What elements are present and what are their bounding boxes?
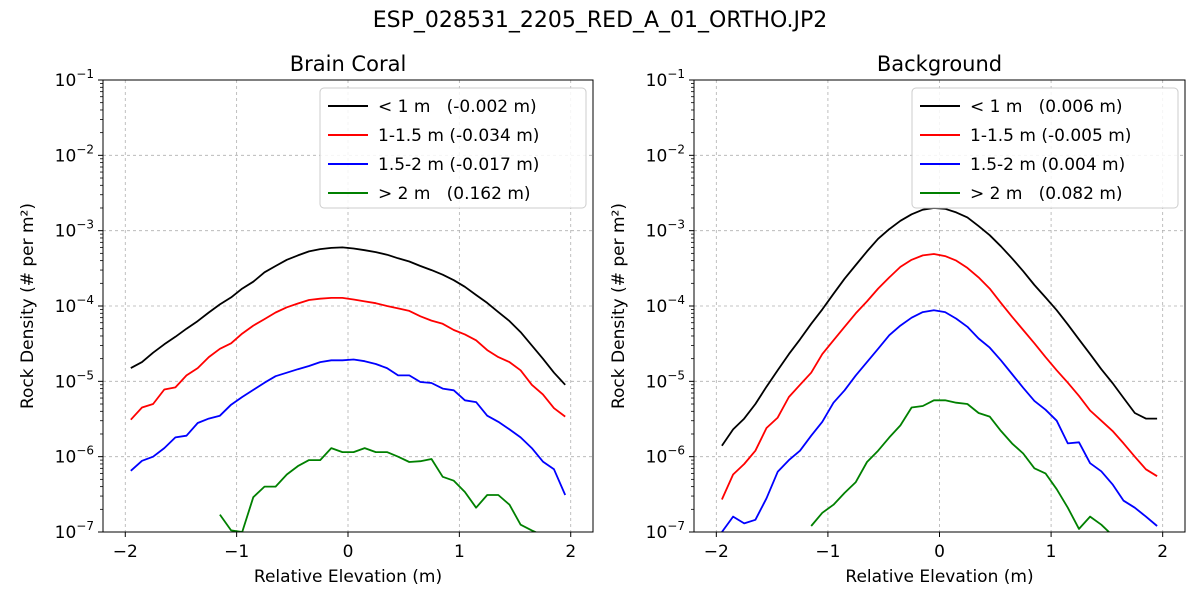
x-tick-label: −2: [704, 542, 729, 562]
legend-label: < 1 m (-0.002 m): [378, 97, 537, 117]
x-tick-label: 1: [454, 542, 465, 562]
x-tick-label: −1: [815, 542, 840, 562]
legend-label: 1-1.5 m (-0.034 m): [378, 126, 539, 146]
y-tick-label: 10−2: [646, 142, 685, 166]
legend-label: 1.5-2 m (0.004 m): [970, 155, 1125, 175]
series-line-2: [130, 297, 566, 421]
y-tick-label: 10−6: [646, 444, 685, 468]
subplot-title: Background: [877, 52, 1002, 76]
series-line-3: [721, 309, 1158, 532]
series-line-4: [219, 447, 538, 532]
legend: < 1 m (-0.002 m) 1-1.5 m (-0.034 m) 1.5-2 …: [319, 87, 587, 209]
series-group: [130, 246, 567, 532]
x-tick-label: 0: [343, 542, 354, 562]
y-tick-label: 10−5: [646, 368, 685, 392]
legend-label: > 2 m (0.162 m): [378, 184, 531, 204]
legend: < 1 m (0.006 m) 1-1.5 m (-0.005 m) 1.5-2 m…: [911, 87, 1179, 209]
legend-label: < 1 m (0.006 m): [970, 97, 1123, 117]
legend-label: 1-1.5 m (-0.005 m): [970, 126, 1131, 146]
series-line-2: [721, 253, 1158, 500]
y-tick-label: 10−4: [646, 293, 685, 317]
y-tick-label: 10−7: [55, 519, 94, 543]
series-group: [721, 207, 1158, 532]
x-tick-label: 2: [565, 542, 576, 562]
x-axis-label: Relative Elevation (m): [845, 567, 1033, 587]
x-tick-label: −2: [113, 542, 138, 562]
y-tick-label: 10−3: [55, 218, 94, 242]
y-tick-label: 10−3: [646, 218, 685, 242]
subplot-2: −2 −1 0 1 2 10−7 10−6 10−5 10−4 10−3 10−2 10−1 Backg…: [609, 52, 1186, 587]
series-line-1: [130, 246, 566, 386]
subplot-title: Brain Coral: [290, 52, 407, 76]
y-tick-label: 10−6: [55, 444, 94, 468]
legend-label: 1.5-2 m (-0.017 m): [378, 155, 539, 175]
x-axis-label: Relative Elevation (m): [254, 567, 442, 587]
y-tick-label: 10−2: [55, 142, 94, 166]
x-tick-label: 0: [934, 542, 945, 562]
x-tick-label: 2: [1157, 542, 1168, 562]
x-tick-label: 1: [1046, 542, 1057, 562]
series-line-4: [810, 399, 1111, 532]
y-tick-label: 10−7: [646, 519, 685, 543]
y-axis-label: Rock Density (# per m²): [609, 203, 629, 409]
y-tick-label: 10−5: [55, 368, 94, 392]
subplot-1: −2 −1 0 1 2 10−7 10−6 10−5 10−4 10−3 10−2 10−1 Brain…: [18, 52, 594, 587]
legend-box: [911, 87, 1179, 209]
y-tick-label: 10−1: [55, 67, 94, 91]
x-tick-label: −1: [224, 542, 249, 562]
y-tick-label: 10−1: [646, 67, 685, 91]
y-axis-label: Rock Density (# per m²): [18, 203, 38, 409]
y-tick-label: 10−4: [55, 293, 94, 317]
legend-box: [319, 87, 587, 209]
figure-suptitle: ESP_028531_2205_RED_A_01_ORTHO.JP2: [372, 8, 828, 33]
series-line-3: [130, 358, 567, 496]
legend-label: > 2 m (0.082 m): [970, 184, 1123, 204]
